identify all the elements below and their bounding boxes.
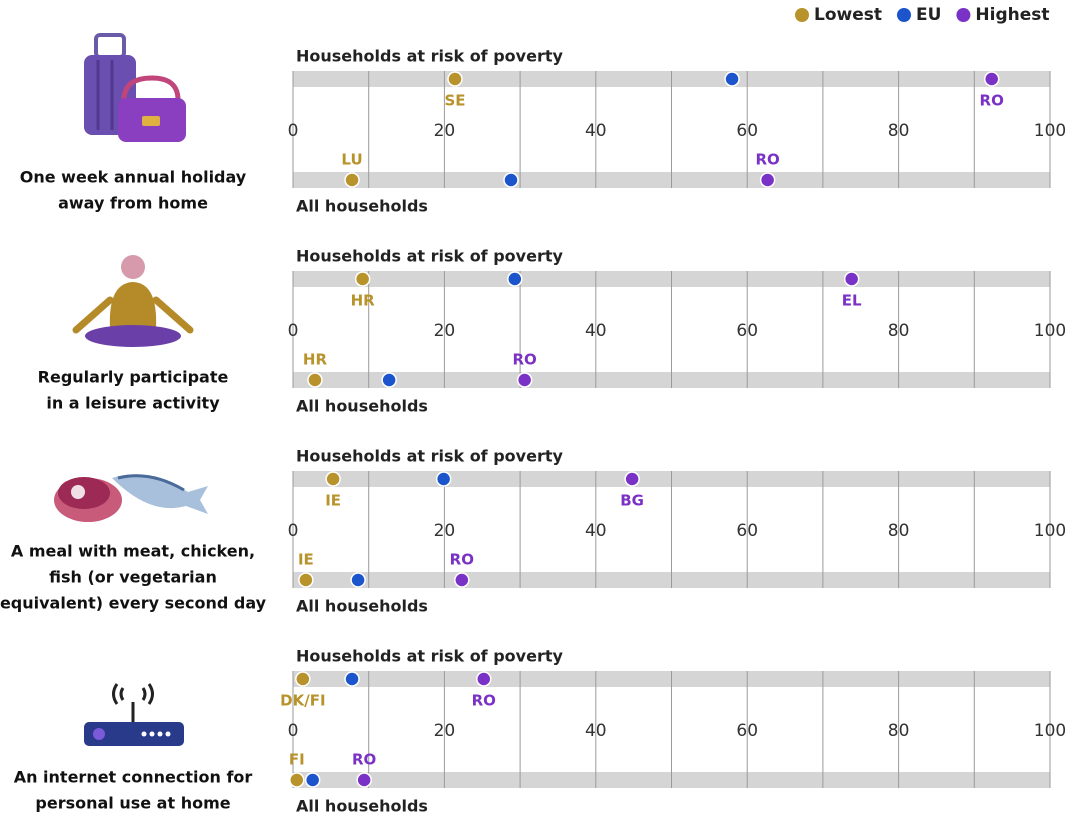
legend-marker (897, 8, 911, 22)
country-label: HR (351, 292, 376, 310)
dot (759, 172, 776, 188)
dot (307, 372, 323, 388)
item-label: equivalent) every second day (0, 594, 267, 613)
x-tick-label: 60 (736, 321, 758, 341)
country-label: FI (289, 751, 305, 769)
country-label: IE (298, 551, 314, 569)
dot (503, 172, 519, 188)
dot (724, 71, 740, 87)
country-label: RO (450, 551, 474, 569)
dot (289, 772, 305, 788)
item-label: One week annual holiday (20, 168, 247, 187)
row-label: Households at risk of poverty (296, 47, 563, 66)
row-label: Households at risk of poverty (296, 647, 563, 666)
legend-label: Lowest (814, 5, 882, 25)
item-label: in a leisure activity (46, 394, 220, 413)
icon-yoga (72, 255, 194, 347)
country-label: EL (842, 292, 862, 310)
dot (381, 372, 397, 388)
legend-label: Highest (975, 5, 1049, 25)
country-label: BG (620, 492, 644, 510)
dot (447, 71, 463, 87)
x-tick-label: 20 (434, 721, 456, 741)
dot (983, 71, 1000, 87)
dot (325, 471, 341, 487)
item-label: personal use at home (35, 794, 230, 813)
x-tick-label: 0 (288, 121, 299, 141)
legend-label: EU (916, 5, 941, 25)
row-label: All households (296, 197, 428, 216)
country-label: RO (352, 751, 376, 769)
country-label: IE (325, 492, 341, 510)
dot (435, 471, 452, 487)
country-label: SE (444, 92, 465, 110)
row-label: Households at risk of poverty (296, 247, 563, 266)
icon-food (54, 474, 208, 522)
dot (295, 671, 311, 687)
country-label: RO (512, 351, 536, 369)
x-tick-label: 100 (1034, 321, 1066, 341)
country-label: HR (303, 351, 328, 369)
item-label: Regularly participate (38, 368, 229, 387)
dot (454, 572, 470, 588)
x-tick-label: 100 (1034, 721, 1066, 741)
item-label: An internet connection for (14, 768, 253, 787)
country-label: RO (755, 151, 779, 169)
country-label: RO (980, 92, 1004, 110)
x-tick-label: 20 (434, 121, 456, 141)
dot (344, 172, 360, 188)
dot (624, 471, 640, 487)
x-tick-label: 40 (585, 121, 607, 141)
x-tick-label: 0 (288, 721, 299, 741)
row-label: Households at risk of poverty (296, 447, 563, 466)
icon-luggage (84, 33, 186, 142)
x-tick-label: 100 (1034, 121, 1066, 141)
x-tick-label: 0 (288, 321, 299, 341)
x-tick-label: 60 (736, 121, 758, 141)
country-label: DK/FI (280, 692, 325, 710)
x-tick-label: 40 (585, 521, 607, 541)
item-label: A meal with meat, chicken, (11, 542, 255, 561)
legend-marker (795, 8, 809, 22)
x-tick-label: 60 (736, 521, 758, 541)
x-tick-label: 0 (288, 521, 299, 541)
dot (350, 572, 366, 588)
dot (843, 271, 860, 287)
dot (354, 271, 371, 287)
dot (507, 271, 523, 287)
dot (304, 772, 321, 788)
dot (298, 572, 314, 588)
x-tick-label: 60 (736, 721, 758, 741)
x-tick-label: 20 (434, 521, 456, 541)
x-tick-label: 20 (434, 321, 456, 341)
x-tick-label: 80 (888, 121, 910, 141)
dot (344, 671, 360, 687)
row-label: All households (296, 397, 428, 416)
x-tick-label: 40 (585, 321, 607, 341)
item-label: fish (or vegetarian (49, 568, 217, 587)
x-tick-label: 80 (888, 321, 910, 341)
x-tick-label: 100 (1034, 521, 1066, 541)
x-tick-label: 80 (888, 521, 910, 541)
legend-marker (956, 8, 971, 22)
country-label: RO (472, 692, 496, 710)
x-tick-label: 80 (888, 721, 910, 741)
country-label: LU (341, 151, 362, 169)
row-label: All households (296, 797, 428, 816)
dot (356, 772, 372, 788)
dot (516, 372, 533, 388)
dot (476, 671, 492, 687)
icon-router (84, 683, 184, 746)
row-label: All households (296, 597, 428, 616)
item-label: away from home (58, 194, 208, 213)
x-tick-label: 40 (585, 721, 607, 741)
